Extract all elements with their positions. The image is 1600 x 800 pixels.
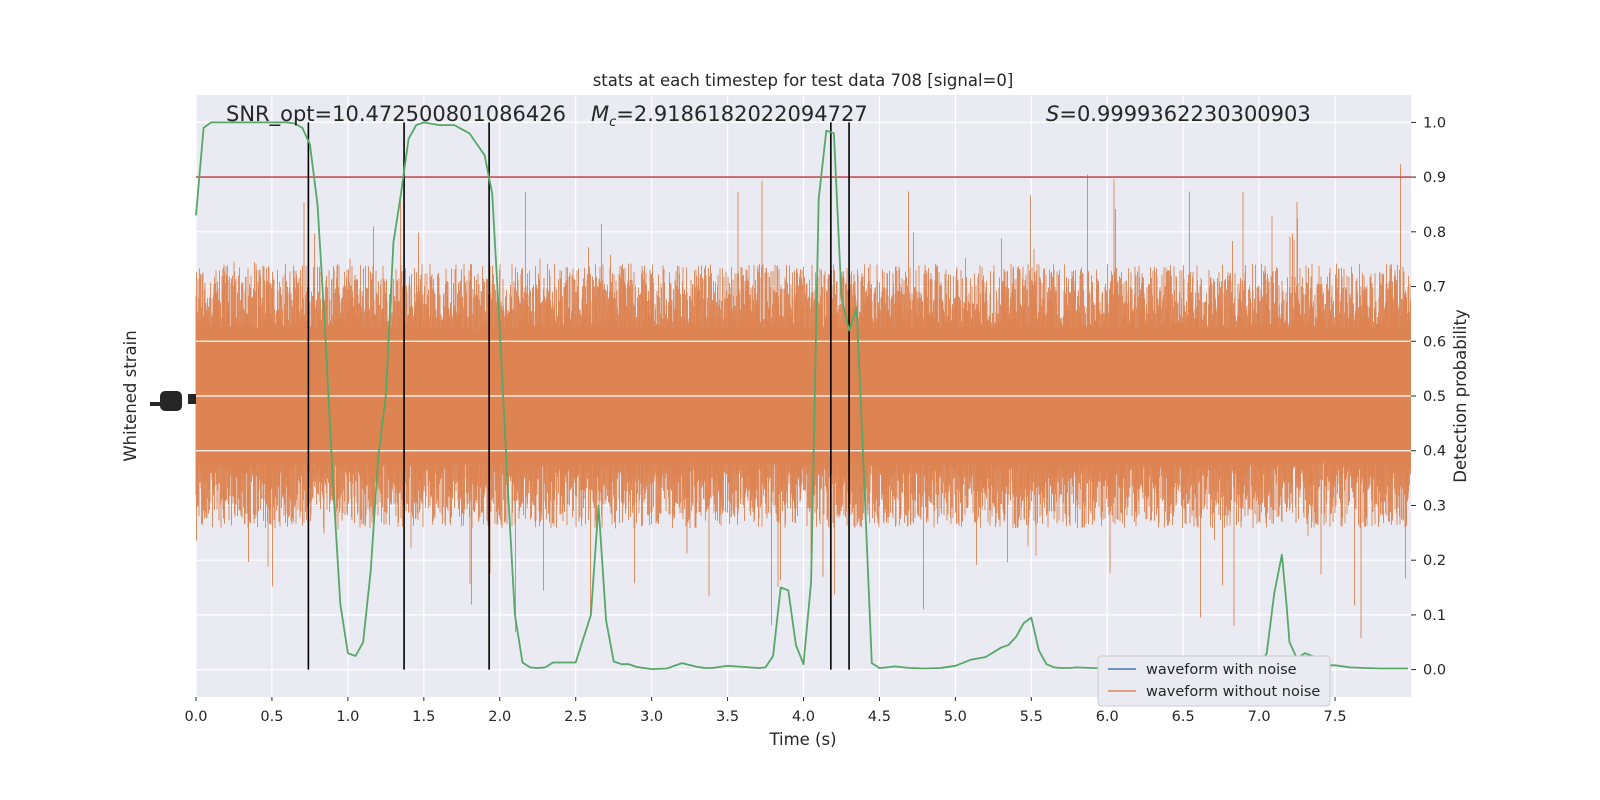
y-axis-label-left: Whitened strain	[121, 330, 140, 461]
x-tick-label: 5.0	[944, 709, 967, 725]
x-tick-label: 7.5	[1324, 709, 1347, 725]
y-tick-label: 0.9	[1423, 170, 1446, 186]
y-tick-label: 1.0	[1423, 115, 1446, 131]
x-tick-label: 4.5	[868, 709, 891, 725]
x-tick-label: 3.5	[716, 709, 739, 725]
y-tick-label: 0.0	[1423, 663, 1446, 679]
y-tick-label: 0.4	[1423, 444, 1446, 460]
y-tick-label: 0.2	[1423, 553, 1446, 569]
y-tick-label: 0.5	[1423, 389, 1446, 405]
x-tick-label: 2.5	[564, 709, 587, 725]
x-tick-label: 0.0	[184, 709, 207, 725]
x-tick-label: 6.5	[1172, 709, 1195, 725]
x-tick-label: 4.0	[792, 709, 815, 725]
y-tick-label: 0.3	[1423, 498, 1446, 514]
y-tick-label: 0.6	[1423, 334, 1446, 350]
legend-label-with-noise: waveform with noise	[1146, 662, 1297, 678]
x-tick-label: 6.0	[1096, 709, 1119, 725]
y-ticks-right: 0.0 0.1 0.2 0.3 0.4 0.5 0.6 0.7 0.8 0.9 1.0	[1411, 115, 1446, 679]
score-annotation: S=0.9999362230300903	[1046, 102, 1311, 126]
y-tick-label: 0.7	[1423, 280, 1446, 296]
legend-label-without-noise: waveform without noise	[1146, 684, 1320, 700]
snr-annotation: SNR_opt=10.472500801086426	[226, 102, 566, 127]
y-tick-label: 0.8	[1423, 225, 1446, 241]
y-tick-label: 0.1	[1423, 608, 1446, 624]
trigger-lines-layer	[307, 122, 850, 670]
strain-series-layer	[195, 164, 1411, 639]
x-ticks: 0.0 0.5 1.0 1.5 2.0 2.5 3.0 3.5 4.0 4.5 5.0 5.5 6.0 6…	[184, 697, 1347, 725]
x-tick-label: 1.5	[412, 709, 435, 725]
x-tick-label: 0.5	[260, 709, 283, 725]
chirp-mass-annotation: Mc=2.9186182022094727	[591, 102, 868, 130]
left-axis-collapsed-ticks	[150, 391, 196, 411]
x-tick-label: 7.0	[1248, 709, 1271, 725]
y-axis-label-right: Detection probability	[1451, 309, 1470, 483]
x-tick-label: 5.5	[1020, 709, 1043, 725]
legend: waveform with noise waveform without noi…	[1097, 655, 1331, 707]
chart-title: stats at each timestep for test data 708…	[593, 71, 1014, 90]
x-axis-label: Time (s)	[768, 730, 836, 749]
x-tick-label: 3.0	[640, 709, 663, 725]
legend-frame	[1097, 655, 1331, 707]
x-tick-label: 2.0	[488, 709, 511, 725]
x-tick-label: 1.0	[336, 709, 359, 725]
